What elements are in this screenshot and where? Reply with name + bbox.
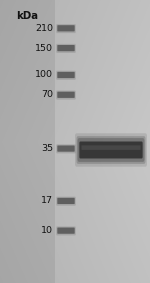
FancyBboxPatch shape bbox=[57, 145, 75, 152]
FancyBboxPatch shape bbox=[57, 25, 75, 31]
Text: kDa: kDa bbox=[16, 11, 38, 21]
FancyBboxPatch shape bbox=[56, 44, 76, 53]
FancyBboxPatch shape bbox=[75, 133, 147, 167]
FancyBboxPatch shape bbox=[56, 24, 76, 33]
FancyBboxPatch shape bbox=[56, 226, 76, 235]
FancyBboxPatch shape bbox=[57, 45, 75, 51]
Text: 10: 10 bbox=[41, 226, 53, 235]
FancyBboxPatch shape bbox=[79, 142, 143, 158]
FancyBboxPatch shape bbox=[78, 138, 144, 162]
Text: 17: 17 bbox=[41, 196, 53, 205]
FancyBboxPatch shape bbox=[57, 228, 75, 234]
Text: 150: 150 bbox=[35, 44, 53, 53]
FancyBboxPatch shape bbox=[81, 145, 141, 150]
Text: 100: 100 bbox=[35, 70, 53, 80]
Text: 70: 70 bbox=[41, 90, 53, 99]
Text: 210: 210 bbox=[35, 24, 53, 33]
FancyBboxPatch shape bbox=[57, 92, 75, 98]
Text: 35: 35 bbox=[41, 144, 53, 153]
FancyBboxPatch shape bbox=[56, 197, 76, 206]
FancyBboxPatch shape bbox=[76, 136, 146, 164]
FancyBboxPatch shape bbox=[56, 91, 76, 100]
FancyBboxPatch shape bbox=[56, 144, 76, 153]
FancyBboxPatch shape bbox=[57, 72, 75, 78]
FancyBboxPatch shape bbox=[57, 198, 75, 204]
FancyBboxPatch shape bbox=[56, 71, 76, 80]
